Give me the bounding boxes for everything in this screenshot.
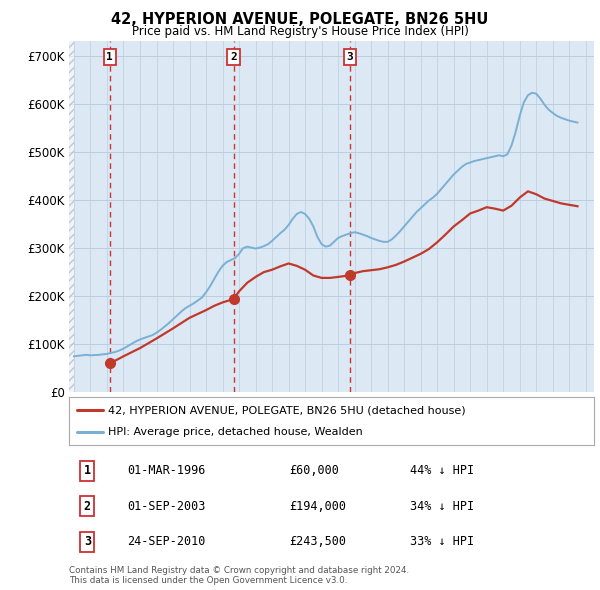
Text: 1: 1	[106, 52, 113, 62]
Text: 34% ↓ HPI: 34% ↓ HPI	[410, 500, 475, 513]
Text: £194,000: £194,000	[290, 500, 347, 513]
Text: 2: 2	[230, 52, 237, 62]
Text: 01-SEP-2003: 01-SEP-2003	[127, 500, 205, 513]
Text: 3: 3	[84, 535, 91, 548]
Text: 1: 1	[84, 464, 91, 477]
Text: 24-SEP-2010: 24-SEP-2010	[127, 535, 205, 548]
Text: HPI: Average price, detached house, Wealden: HPI: Average price, detached house, Weal…	[109, 427, 363, 437]
Text: 01-MAR-1996: 01-MAR-1996	[127, 464, 205, 477]
Text: 2: 2	[84, 500, 91, 513]
Text: Contains HM Land Registry data © Crown copyright and database right 2024.
This d: Contains HM Land Registry data © Crown c…	[69, 566, 409, 585]
Text: 33% ↓ HPI: 33% ↓ HPI	[410, 535, 475, 548]
Text: 44% ↓ HPI: 44% ↓ HPI	[410, 464, 475, 477]
Text: 3: 3	[347, 52, 353, 62]
Text: £60,000: £60,000	[290, 464, 340, 477]
Text: £243,500: £243,500	[290, 535, 347, 548]
Text: 42, HYPERION AVENUE, POLEGATE, BN26 5HU: 42, HYPERION AVENUE, POLEGATE, BN26 5HU	[112, 12, 488, 27]
Text: Price paid vs. HM Land Registry's House Price Index (HPI): Price paid vs. HM Land Registry's House …	[131, 25, 469, 38]
Text: 42, HYPERION AVENUE, POLEGATE, BN26 5HU (detached house): 42, HYPERION AVENUE, POLEGATE, BN26 5HU …	[109, 405, 466, 415]
